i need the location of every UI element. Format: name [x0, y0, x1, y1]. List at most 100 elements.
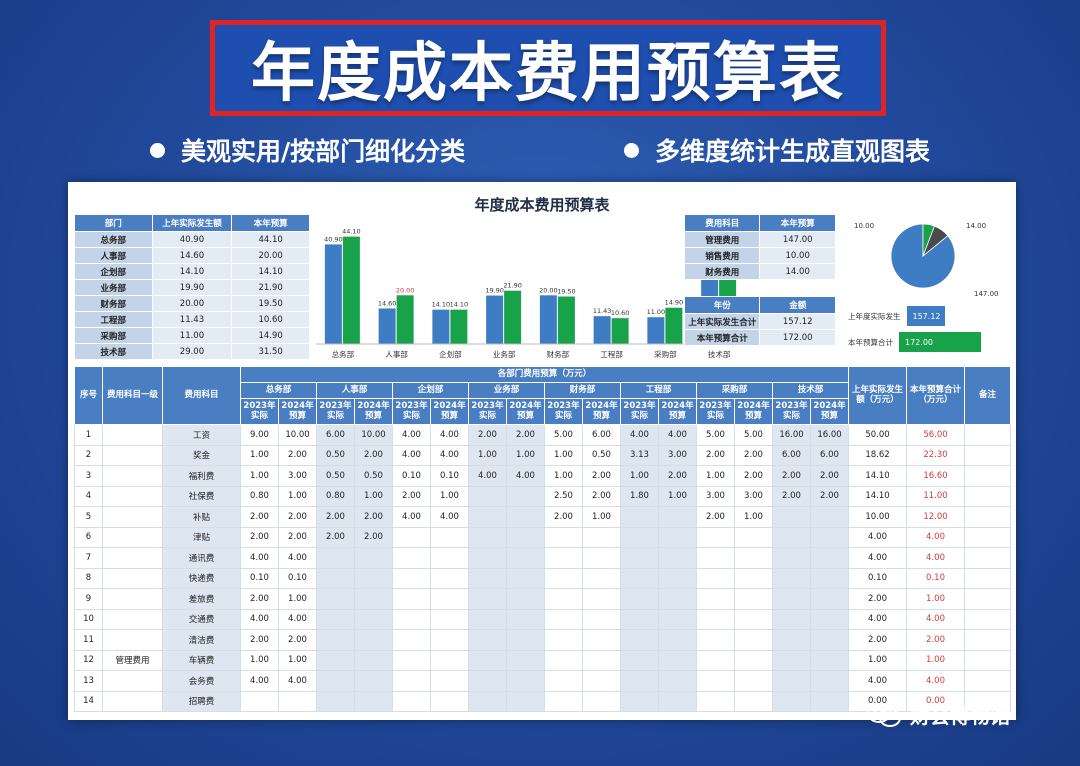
bar-value-label: 44.10: [342, 228, 361, 236]
budget-table-wrap: 序号 费用科目一级 费用科目 各部门费用预算（万元） 上年实际发生额（万元） 本年预算合计…: [74, 366, 1012, 712]
bullet-dot-icon: [623, 142, 639, 158]
row-number: 9: [74, 588, 103, 610]
legend-swatch: 172.00: [899, 332, 981, 352]
cell-value: [620, 588, 659, 610]
column-header: 上年实际发生额: [151, 214, 233, 232]
cell-value: [696, 547, 735, 569]
table-row: 采购部 11.00 14.90: [74, 327, 310, 344]
cell-value: [354, 629, 393, 651]
cell-value: [696, 649, 735, 671]
cell-value: [582, 608, 621, 630]
cell-value: 2.00: [354, 526, 393, 548]
column-header: 2024年预算: [430, 398, 469, 425]
cell-value: [544, 649, 583, 671]
column-header: 部门: [74, 214, 153, 232]
cell-value: [468, 588, 507, 610]
group-label: [102, 567, 163, 589]
cell-value: [734, 690, 773, 712]
table-row: 1 工资 9.00 10.00 6.00 10.00 4.00 4.00 2.00 2.00 5.0…: [74, 424, 1012, 446]
cell-value: [809, 649, 850, 671]
legend-this-year: 本年预算合计 172.00: [848, 332, 981, 352]
group-label: [102, 526, 163, 548]
cell-value: 2.00: [278, 444, 317, 466]
cell-value: [734, 567, 773, 589]
last-year-total: 1.00: [848, 649, 908, 671]
item-label: 社保费: [162, 485, 241, 507]
cell-value: 4.00: [430, 424, 469, 446]
x-tick-label: 技术部: [708, 349, 731, 359]
row-label: 技术部: [74, 343, 153, 360]
row-number: 5: [74, 506, 103, 528]
dept-header: 工程部: [620, 382, 697, 399]
last-year-total: 4.00: [848, 608, 908, 630]
cell-value: [809, 690, 850, 712]
cell-value: [544, 608, 583, 630]
cell-value: 0.50: [316, 465, 355, 487]
cell-value: [316, 588, 355, 610]
summary-table-header: 年份 金额: [683, 296, 836, 314]
table-row: 3 福利费 1.00 3.00 0.50 0.50 0.10 0.10 4.00 4.00 1.00…: [74, 465, 1012, 487]
cell-value: 2.00: [278, 526, 317, 548]
cell-value: [354, 567, 393, 589]
cell-value: [354, 649, 393, 671]
cell-value: [506, 567, 545, 589]
note-cell: [964, 690, 1012, 712]
header-row: 总务部 人事部 企划部 业务部 财务部 工程部 采购部 技术部: [75, 382, 1011, 399]
cell-value: 1.00: [278, 485, 317, 507]
bar-value-label: 19.90: [485, 287, 504, 295]
cell-value: [430, 690, 469, 712]
column-header: 2023年实际: [316, 398, 355, 425]
cell-value: [772, 506, 811, 528]
cell-value: 2.00: [582, 465, 621, 487]
row-label: 采购部: [74, 327, 153, 344]
group-label: [102, 629, 163, 651]
this-year-total: 2.00: [906, 629, 966, 651]
bar-last-year: [432, 309, 450, 344]
row-number: 11: [74, 629, 103, 651]
bar-last-year: [324, 244, 342, 344]
cell-value: [544, 588, 583, 610]
row-label: 人事部: [74, 247, 153, 264]
cell-value: 6.00: [316, 424, 355, 446]
cell-value: 4.00: [430, 444, 469, 466]
bar-last-year: [378, 308, 396, 344]
x-tick-label: 企划部: [439, 349, 462, 359]
cell-value: [506, 649, 545, 671]
table-row: 技术部 29.00 31.50: [74, 343, 310, 360]
cell-value: 0.80: [240, 485, 279, 507]
expense-pie-chart: 147.00 10.00 14.00: [854, 222, 998, 298]
cell-value: 157.12: [759, 313, 836, 330]
cell-value: [468, 670, 507, 692]
cell-value: [392, 690, 431, 712]
column-header: 2024年预算: [278, 398, 317, 425]
item-label: 通讯费: [162, 547, 241, 569]
cell-value: 1.00: [734, 506, 773, 528]
cell-value: 1.00: [430, 485, 469, 507]
pie-value-label: 147.00: [974, 290, 998, 298]
cell-value: [468, 608, 507, 630]
cell-value: [658, 690, 697, 712]
x-tick-label: 财务部: [547, 349, 570, 359]
cell-value: [734, 547, 773, 569]
pie-value-label: 10.00: [854, 222, 874, 230]
cell-value: [734, 588, 773, 610]
bar-value-label: 10.60: [611, 309, 630, 317]
cell-value: 5.00: [734, 424, 773, 446]
cell-value: 29.00: [151, 343, 233, 360]
last-year-total: 50.00: [848, 424, 908, 446]
cell-value: [468, 506, 507, 528]
cell-value: [392, 608, 431, 630]
column-header: 本年预算: [759, 214, 836, 232]
cell-value: 2.00: [354, 444, 393, 466]
table-row: 12 管理费用 车辆费 1.00 1.00 1.00 1.00: [74, 649, 1012, 671]
cell-value: 11.00: [151, 327, 233, 344]
cell-value: [772, 690, 811, 712]
item-label: 清洁费: [162, 629, 241, 651]
cell-value: [430, 629, 469, 651]
column-header: 本年预算: [231, 214, 310, 232]
cell-value: [506, 670, 545, 692]
cell-value: 11.43: [151, 311, 233, 328]
last-year-total: 14.10: [848, 485, 908, 507]
cell-value: 0.50: [582, 444, 621, 466]
column-header: 2024年预算: [809, 398, 850, 425]
